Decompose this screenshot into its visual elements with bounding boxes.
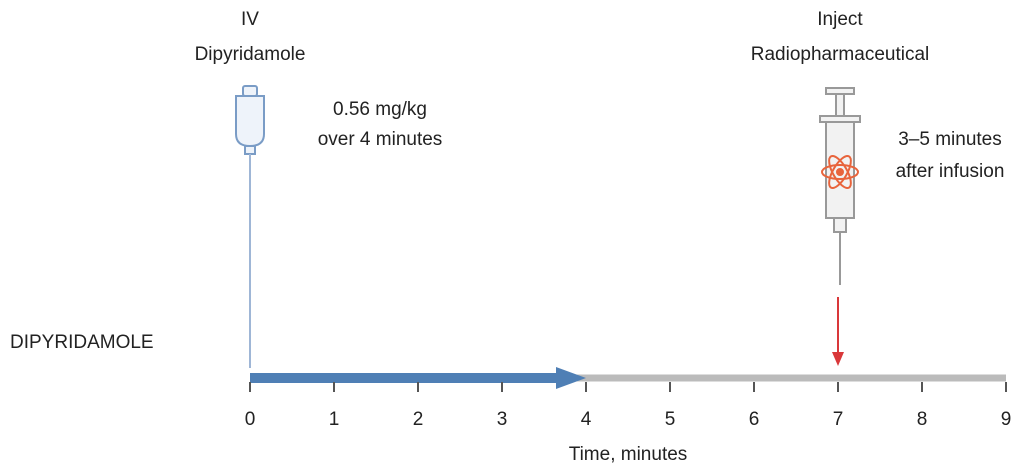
tick-label: 1 xyxy=(329,409,340,430)
tick-label: 7 xyxy=(833,409,844,430)
iv-bag xyxy=(235,85,265,155)
atom-icon xyxy=(821,155,859,189)
tick-label: 2 xyxy=(413,409,424,430)
dose: 0.56 mg/kg xyxy=(333,99,427,120)
tick-label: 6 xyxy=(749,409,760,430)
tick-label: 5 xyxy=(665,409,676,430)
inject-label: Inject xyxy=(817,9,863,30)
drug-label: IV xyxy=(241,9,259,30)
row-label: DIPYRIDAMOLE xyxy=(10,332,154,353)
drug-label: Dipyridamole xyxy=(195,44,306,65)
tick-label: 8 xyxy=(917,409,928,430)
tick-label: 3 xyxy=(497,409,508,430)
timing: after infusion xyxy=(896,161,1005,182)
axis-label: Time, minutes xyxy=(569,444,688,465)
tick-label: 9 xyxy=(1001,409,1012,430)
tick-label: 4 xyxy=(581,409,592,430)
timing: 3–5 minutes xyxy=(898,129,1002,150)
tick-label: 0 xyxy=(245,409,256,430)
dose: over 4 minutes xyxy=(318,129,443,150)
infusion-arrow xyxy=(250,367,586,389)
inject-label: Radiopharmaceutical xyxy=(751,44,930,65)
injection-arrowhead xyxy=(832,352,844,366)
